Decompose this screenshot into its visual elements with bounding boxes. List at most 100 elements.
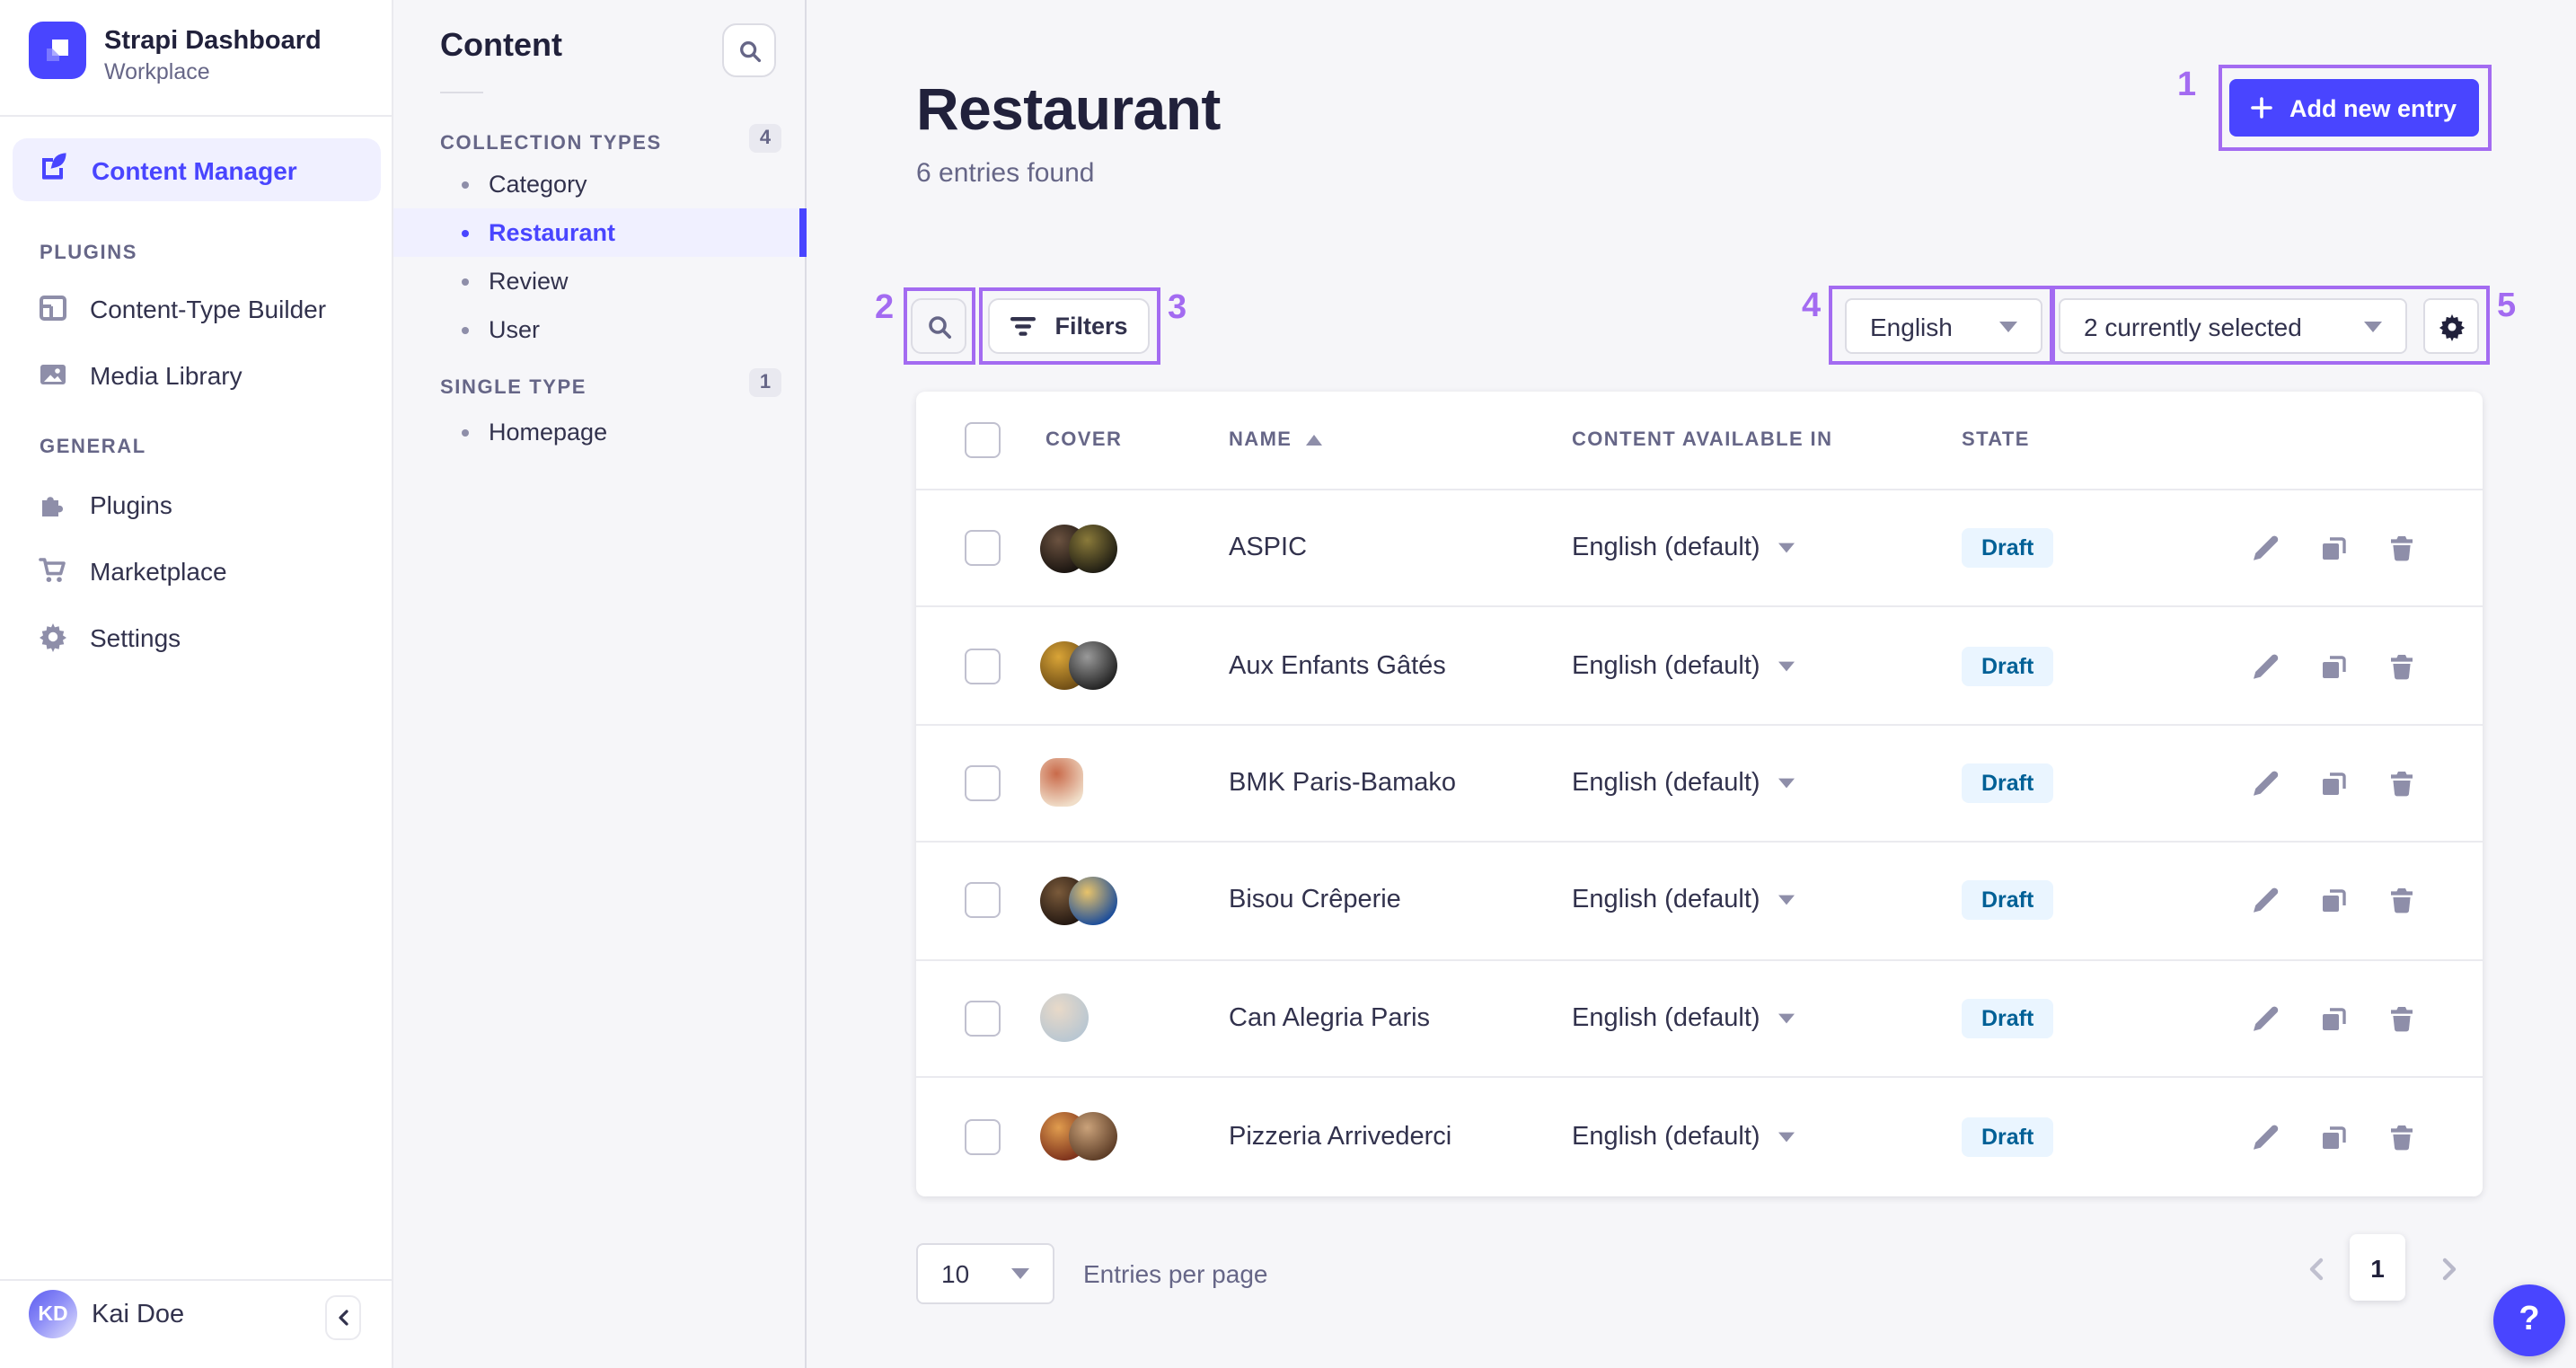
cover-thumbnails	[1038, 993, 1229, 1043]
strapi-glyph-icon	[47, 40, 68, 61]
locale-cell[interactable]: English (default)	[1572, 1122, 1962, 1151]
delete-button[interactable]	[2386, 886, 2416, 916]
delete-button[interactable]	[2386, 1003, 2416, 1034]
list-search-button[interactable]	[911, 298, 966, 354]
single-type-count-badge: 1	[749, 368, 781, 397]
select-all-checkbox[interactable]	[965, 422, 1001, 458]
subnav-item-review[interactable]: Review	[393, 257, 807, 305]
locale-cell[interactable]: English (default)	[1572, 1004, 1962, 1033]
entries-found-label: 6 entries found	[916, 158, 1095, 189]
annotation-label-4: 4	[1802, 287, 1822, 325]
cover-thumbnails	[1038, 641, 1229, 691]
locale-select[interactable]: English	[1845, 298, 2042, 354]
duplicate-button[interactable]	[2317, 886, 2348, 916]
status-badge: Draft	[1962, 880, 2054, 921]
table-row[interactable]: Pizzeria Arrivederci English (default) D…	[916, 1078, 2483, 1196]
avatar[interactable]: KD	[29, 1290, 77, 1338]
chevron-down-icon	[1778, 660, 1795, 671]
duplicate-button[interactable]	[2317, 1003, 2348, 1034]
row-checkbox[interactable]	[965, 1000, 1001, 1037]
search-icon	[739, 40, 761, 62]
cover-thumbnails	[1038, 1112, 1229, 1161]
subnav-search-button[interactable]	[722, 23, 776, 77]
trash-icon	[2390, 536, 2412, 561]
strapi-logo-icon[interactable]	[29, 22, 86, 79]
duplicate-button[interactable]	[2317, 768, 2348, 799]
chevron-down-icon	[2364, 321, 2382, 331]
subnav-item-user[interactable]: User	[393, 305, 807, 354]
view-settings-button[interactable]	[2423, 298, 2479, 354]
pencil-icon	[2253, 771, 2278, 796]
pencil-icon	[2253, 888, 2278, 913]
delete-button[interactable]	[2386, 533, 2416, 563]
duplicate-button[interactable]	[2317, 650, 2348, 681]
locale-cell[interactable]: English (default)	[1572, 769, 1962, 798]
page-size-select[interactable]: 10	[916, 1243, 1054, 1304]
user-name: Kai Doe	[92, 1301, 185, 1329]
duplicate-icon	[2322, 772, 2345, 795]
duplicate-button[interactable]	[2317, 533, 2348, 563]
subnav-item-homepage[interactable]: Homepage	[393, 408, 807, 456]
trash-icon	[2390, 654, 2412, 679]
help-button[interactable]: ?	[2493, 1284, 2565, 1356]
edit-button[interactable]	[2249, 768, 2280, 799]
subnav-item-category[interactable]: Category	[393, 160, 807, 208]
edit-button[interactable]	[2249, 650, 2280, 681]
next-page-button[interactable]	[2436, 1254, 2463, 1290]
row-checkbox[interactable]	[965, 1118, 1001, 1155]
annotation-label-2: 2	[875, 289, 895, 327]
chevron-down-icon	[1778, 778, 1795, 789]
displayed-fields-select[interactable]: 2 currently selected	[2059, 298, 2407, 354]
edit-button[interactable]	[2249, 886, 2280, 916]
table-row[interactable]: ASPIC English (default) Draft	[916, 490, 2483, 608]
bullet-icon	[462, 229, 469, 236]
page-title: Restaurant	[916, 75, 1221, 142]
edit-button[interactable]	[2249, 1003, 2280, 1034]
edit-button[interactable]	[2249, 1121, 2280, 1152]
table-row[interactable]: Bisou Crêperie English (default) Draft	[916, 843, 2483, 961]
chevron-down-icon	[1778, 1131, 1795, 1142]
delete-button[interactable]	[2386, 768, 2416, 799]
row-checkbox[interactable]	[965, 882, 1001, 919]
collapse-sidebar-button[interactable]	[325, 1295, 361, 1340]
sidebar-item-marketplace[interactable]: Marketplace	[0, 537, 393, 604]
status-badge: Draft	[1962, 998, 2054, 1038]
table-row[interactable]: Aux Enfants Gâtés English (default) Draf…	[916, 608, 2483, 726]
column-header-name-sort[interactable]: NAME	[1229, 429, 1572, 451]
add-new-entry-button[interactable]: Add new entry	[2229, 79, 2479, 137]
cover-thumbnails	[1038, 758, 1229, 808]
filters-button[interactable]: Filters	[988, 298, 1150, 354]
trash-icon	[2390, 1006, 2412, 1031]
edit-button[interactable]	[2249, 533, 2280, 563]
sidebar-item-plugins[interactable]: Plugins	[0, 471, 393, 537]
pencil-icon	[2253, 1124, 2278, 1150]
table-row[interactable]: Can Alegria Paris English (default) Draf…	[916, 960, 2483, 1078]
locale-cell[interactable]: English (default)	[1572, 887, 1962, 915]
nav-divider	[0, 115, 392, 117]
row-checkbox[interactable]	[965, 648, 1001, 684]
table-row[interactable]: BMK Paris-Bamako English (default) Draft	[916, 726, 2483, 843]
locale-cell[interactable]: English (default)	[1572, 651, 1962, 680]
cover-thumbnails	[1038, 876, 1229, 925]
previous-page-button[interactable]	[2303, 1254, 2330, 1290]
sidebar-item-media-library[interactable]: Media Library	[0, 341, 393, 408]
duplicate-button[interactable]	[2317, 1121, 2348, 1152]
delete-button[interactable]	[2386, 650, 2416, 681]
chevron-down-icon	[1999, 321, 2017, 331]
entry-name: Aux Enfants Gâtés	[1229, 651, 1446, 681]
plugins-section-label: PLUGINS	[40, 243, 137, 264]
status-badge: Draft	[1962, 763, 2054, 803]
entry-name: BMK Paris-Bamako	[1229, 768, 1457, 798]
sort-ascending-icon	[1306, 435, 1323, 446]
locale-value: English (default)	[1572, 886, 1760, 915]
sidebar-item-settings[interactable]: Settings	[0, 604, 393, 670]
sidebar-item-content-type-builder[interactable]: Content-Type Builder	[0, 275, 393, 341]
page-1-button[interactable]: 1	[2350, 1234, 2405, 1301]
locale-cell[interactable]: English (default)	[1572, 534, 1962, 562]
row-checkbox[interactable]	[965, 530, 1001, 567]
row-checkbox[interactable]	[965, 764, 1001, 801]
subnav-item-restaurant[interactable]: Restaurant	[393, 208, 807, 257]
delete-button[interactable]	[2386, 1121, 2416, 1152]
locale-value: English (default)	[1572, 768, 1760, 798]
sidebar-item-content-manager[interactable]: Content Manager	[13, 138, 381, 201]
